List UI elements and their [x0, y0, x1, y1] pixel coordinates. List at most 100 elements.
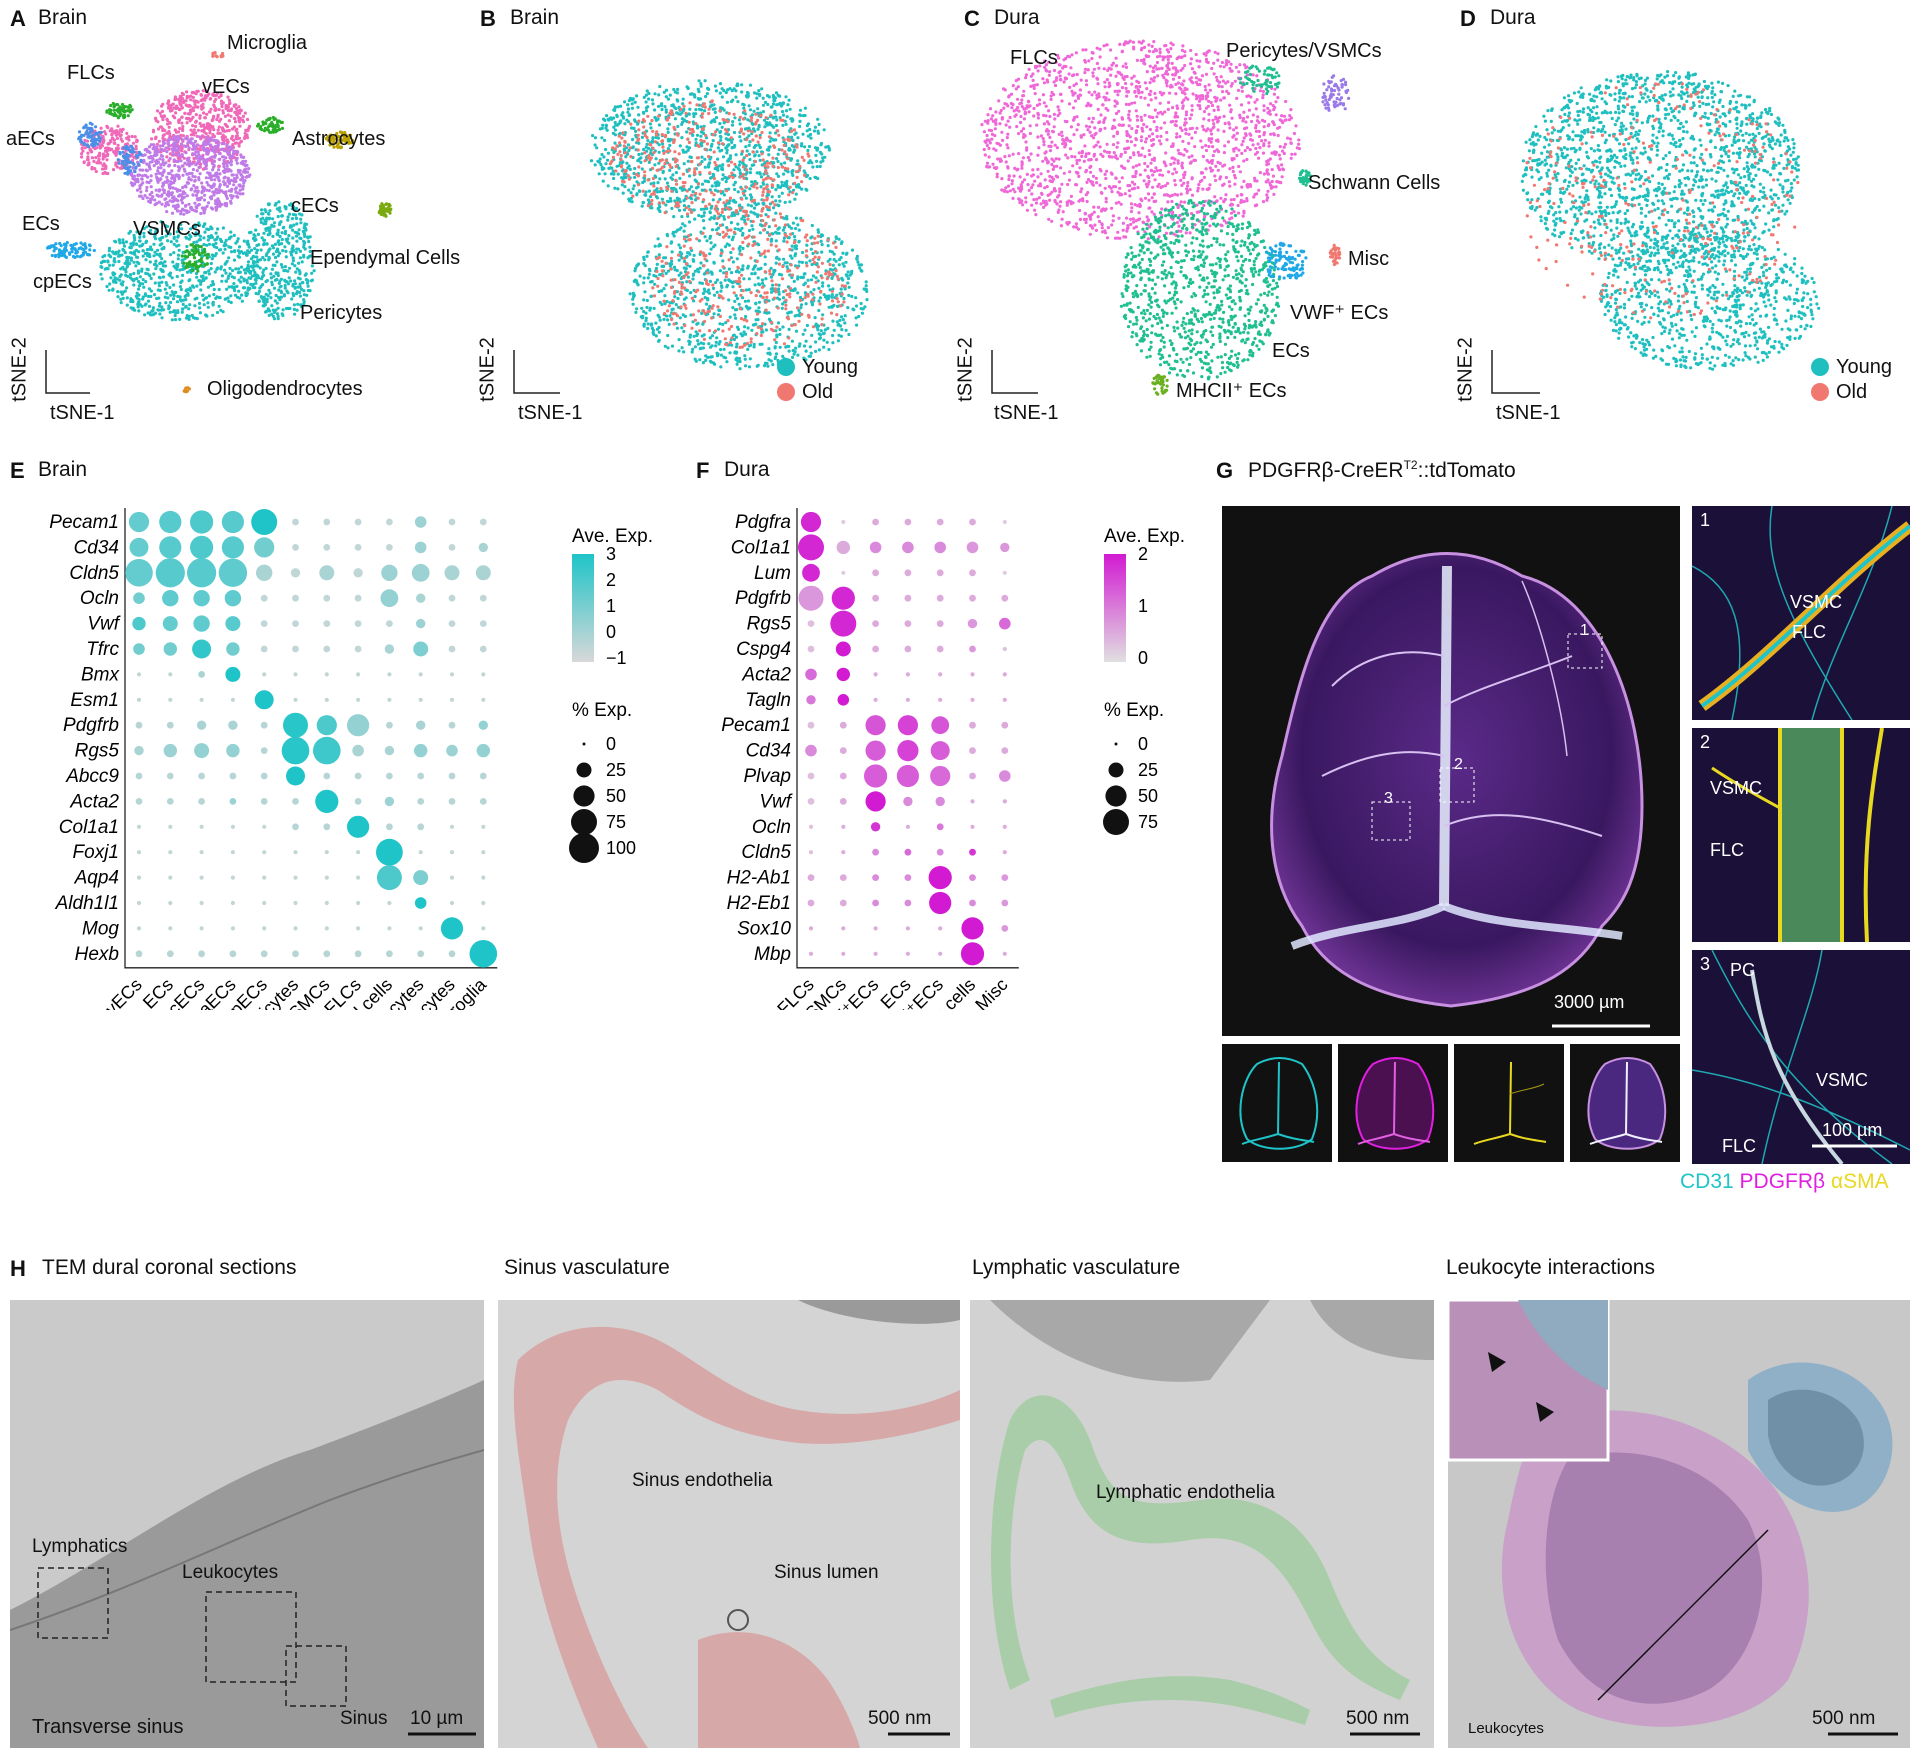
dot-mark: [841, 926, 846, 931]
dot-mark: [930, 765, 951, 787]
dot-mark: [292, 518, 299, 526]
dot-mark: [283, 712, 308, 738]
dot-mark: [354, 950, 362, 958]
dot-mark: [136, 697, 142, 702]
dot-mark: [873, 926, 878, 931]
dot-mark: [324, 875, 329, 880]
dot-mark: [166, 950, 174, 958]
dot-mark: [260, 721, 268, 729]
dot-mark: [969, 772, 976, 780]
dot-mark: [904, 899, 912, 907]
gene-label: Acta2: [69, 791, 119, 812]
dot-mark: [293, 672, 298, 677]
dot-mark: [469, 940, 498, 968]
gene-label: Cldn5: [741, 842, 791, 863]
panel-letter: H: [10, 1256, 26, 1281]
size-legend-tick: 50: [606, 786, 626, 806]
dot-mark: [230, 900, 235, 906]
dotplot-axes: [796, 508, 1019, 969]
dot-mark: [831, 586, 855, 610]
color-legend-tick: 0: [1138, 648, 1148, 668]
gene-label: Pdgfrb: [735, 588, 791, 609]
cluster-label: Microglia: [227, 32, 308, 54]
dot-mark: [475, 565, 491, 581]
dot-mark: [970, 799, 975, 804]
dot-mark: [417, 823, 425, 831]
box-label: 1: [1580, 622, 1589, 639]
dot-mark: [1001, 594, 1009, 602]
dot-mark: [1001, 747, 1009, 754]
dot-mark: [448, 950, 456, 958]
dot-mark: [905, 926, 910, 931]
dot-mark: [904, 569, 912, 577]
inset-label: FLC: [1792, 622, 1827, 642]
dot-mark: [481, 824, 486, 829]
dot-mark: [356, 850, 361, 855]
dot-mark: [902, 541, 914, 554]
dot-mark: [354, 594, 362, 602]
dot-mark: [387, 900, 392, 906]
dot-mark: [229, 772, 237, 780]
dot-mark: [218, 558, 248, 587]
dot-mark: [873, 697, 878, 702]
dot-mark: [323, 544, 331, 551]
dot-mark: [417, 772, 425, 780]
dot-mark: [260, 645, 268, 653]
color-legend-bar: [1104, 554, 1126, 662]
size-legend-dot: [576, 762, 592, 778]
dot-mark: [418, 697, 423, 702]
tsne-plot-dura-age: [1491, 70, 1829, 401]
dot-mark: [936, 569, 944, 577]
panel-H: H TEM dural coronal sections Sinus vascu…: [0, 1240, 1920, 1762]
tsne-plot-brain-age: [513, 79, 869, 401]
dot-mark: [386, 620, 393, 627]
dot-mark: [162, 616, 178, 632]
dot-mark: [970, 672, 975, 677]
scale-bar-label: 500 nm: [1812, 1708, 1876, 1729]
gene-label: Esm1: [70, 690, 119, 711]
size-legend-dot: [582, 742, 586, 746]
gene-label: Col1a1: [731, 537, 791, 558]
dot-mark: [904, 645, 912, 653]
dot-mark: [970, 697, 975, 702]
dot-mark: [872, 848, 879, 856]
color-legend-tick: 1: [606, 596, 616, 616]
dot-mark: [134, 745, 144, 756]
panel-title: Dura: [1490, 6, 1536, 29]
inset-label: FLC: [1722, 1136, 1757, 1156]
scale-bar-label: 500 nm: [868, 1708, 932, 1729]
tem-overview-image: Lymphatics Leukocytes Transverse sinus S…: [10, 1300, 484, 1748]
tem-label: Lymphatics: [32, 1536, 128, 1557]
color-legend-bar: [572, 554, 594, 662]
dot-mark: [478, 720, 488, 730]
tem-label: Transverse sinus: [32, 1716, 184, 1738]
dot-mark: [262, 926, 267, 931]
dot-mark: [839, 874, 847, 881]
inset-number: 2: [1700, 732, 1711, 752]
channel-cd31: CD31: [1680, 1170, 1734, 1193]
size-legend-title: % Exp.: [1104, 700, 1164, 721]
dot-mark: [903, 796, 913, 807]
dot-mark: [905, 824, 910, 829]
scale-bar-label: 500 nm: [1346, 1708, 1410, 1729]
dot-mark: [969, 899, 976, 907]
inset-label: FLC: [1710, 840, 1745, 860]
dot-mark: [198, 798, 206, 805]
dot-mark: [872, 569, 879, 577]
dot-mark: [836, 540, 850, 555]
dot-mark: [416, 593, 426, 603]
tsne-ylabel: tSNE-2: [954, 337, 977, 402]
size-legend-tick: 75: [1138, 812, 1158, 832]
scale-bar-label: 100 µm: [1822, 1120, 1883, 1140]
gene-label: Rgs5: [747, 614, 792, 635]
tsne-xlabel: tSNE-1: [518, 402, 583, 424]
dot-mark: [187, 558, 217, 588]
dot-mark: [260, 772, 268, 780]
cluster-label: ECs: [22, 213, 60, 235]
dot-mark: [290, 568, 301, 578]
dot-mark: [808, 951, 814, 956]
gene-label: Ocln: [752, 817, 791, 838]
dura-wholemount-image: 3000 µm 1 2 3: [1222, 506, 1680, 1036]
dot-mark: [230, 824, 235, 829]
dot-mark: [836, 667, 850, 682]
